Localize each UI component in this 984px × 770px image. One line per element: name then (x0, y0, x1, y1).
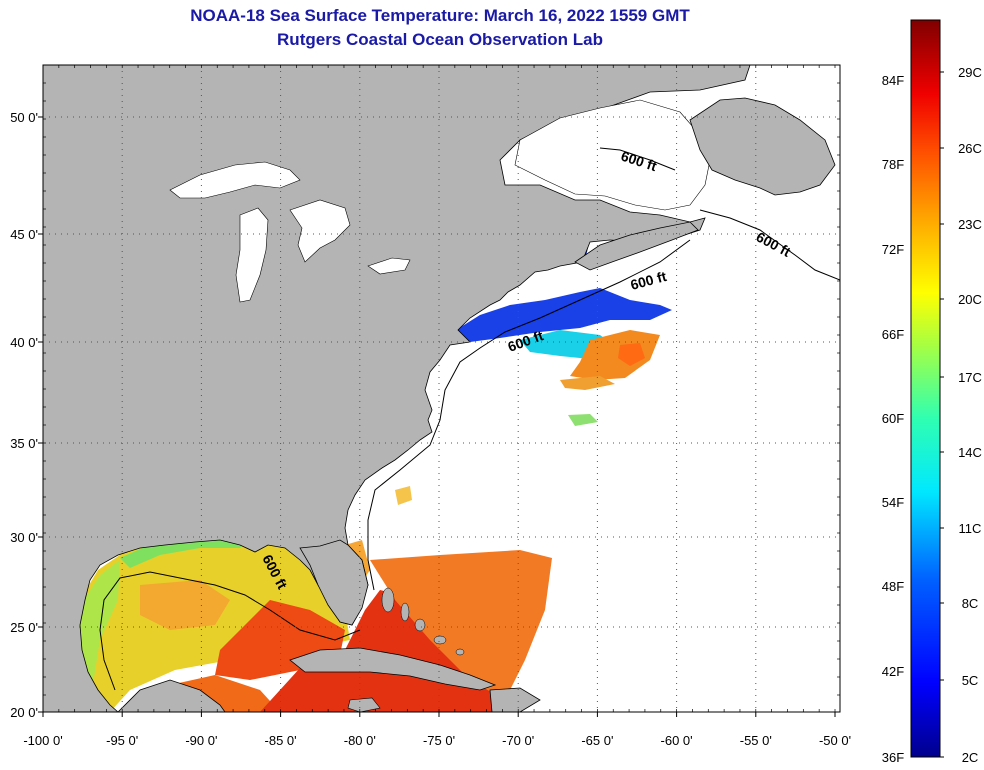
gulf-of-st-lawrence (514, 99, 711, 211)
lon-tick-label: -70 0' (502, 733, 534, 748)
land-yucatan (117, 679, 226, 712)
longitude-axis: -100 0' -95 0' -90 0' -85 0' -80 0' -75 0' -70… (23, 712, 851, 748)
colorbar-f-label: 84F (882, 73, 904, 88)
lon-tick-label: -75 0' (423, 733, 455, 748)
colorbar-f-label: 66F (882, 327, 904, 342)
colorbar-f-label: 60F (882, 411, 904, 426)
lat-tick-label: 40 0' (10, 335, 38, 350)
land-newfoundland (689, 97, 836, 196)
colorbar-f-label: 36F (882, 750, 904, 765)
lake-michigan (235, 207, 269, 303)
sst-offshore-warm-band (560, 376, 615, 390)
land-cuba (289, 647, 497, 691)
colorbar (910, 19, 941, 758)
colorbar-c-label: 20C (958, 292, 982, 307)
colorbar-f-label: 48F (882, 579, 904, 594)
sst-gulf-center (140, 580, 230, 630)
lon-tick-label: -50 0' (819, 733, 851, 748)
lon-tick-label: -85 0' (265, 733, 297, 748)
colorbar-f-label: 54F (882, 495, 904, 510)
colorbar-c-label: 14C (958, 445, 982, 460)
lon-tick-label: -100 0' (23, 733, 62, 748)
lake-ontario (367, 257, 411, 275)
lon-tick-label: -95 0' (106, 733, 138, 748)
colorbar-c-label: 23C (958, 217, 982, 232)
sst-offshore-green (568, 414, 598, 426)
sst-georgia-shelf (395, 486, 412, 505)
land-north-america (43, 65, 751, 712)
lon-tick-label: -55 0' (740, 733, 772, 748)
colorbar-c-label: 26C (958, 141, 982, 156)
graticule (42, 64, 840, 712)
sst-warm-ring (618, 343, 645, 366)
colorbar-c-label: 29C (958, 65, 982, 80)
land-jamaica (347, 697, 381, 712)
colorbar-c-label: 11C (959, 521, 982, 536)
sst-gulf-of-maine (456, 288, 672, 342)
colorbar-f-label: 72F (882, 242, 904, 257)
colorbar-c-label: 17C (958, 370, 982, 385)
lat-tick-label: 20 0' (10, 705, 38, 720)
isobath-600ft (99, 147, 840, 691)
lat-tick-label: 45 0' (10, 227, 38, 242)
sst-gulf-north-cool (120, 532, 250, 568)
sst-bahamas-atlantic (370, 550, 552, 700)
bahamas-islands (381, 587, 465, 656)
lon-tick-label: -65 0' (581, 733, 613, 748)
chart-title: NOAA-18 Sea Surface Temperature: March 1… (190, 6, 690, 25)
lon-tick-label: -80 0' (344, 733, 376, 748)
lon-tick-label: -90 0' (185, 733, 217, 748)
colorbar-c-label: 2C (962, 750, 979, 765)
land-hispaniola (489, 687, 541, 712)
lat-tick-label: 35 0' (10, 436, 38, 451)
colorbar-f-label: 78F (882, 157, 904, 172)
lake-huron (289, 199, 351, 263)
colorbar-c-label: 5C (962, 673, 979, 688)
latitude-axis: 20 0' 25 0' 30 0' 35 0' 40 0' 45 0' 50 0' (10, 110, 43, 720)
colorbar-c-label: 8C (962, 596, 979, 611)
lake-superior (169, 161, 301, 199)
lat-tick-label: 50 0' (10, 110, 38, 125)
chart-subtitle: Rutgers Coastal Ocean Observation Lab (277, 30, 603, 49)
colorbar-f-label: 42F (882, 664, 904, 679)
lat-tick-label: 25 0' (10, 620, 38, 635)
lat-tick-label: 30 0' (10, 530, 38, 545)
lon-tick-label: -60 0' (661, 733, 693, 748)
colorbar-fahrenheit-labels: 84F 78F 72F 66F 60F 54F 48F 42F 36F (882, 73, 904, 765)
land-florida (299, 539, 369, 626)
map-frame (42, 64, 841, 713)
colorbar-celsius-labels: 29C 26C 23C 20C 17C 14C 11C 8C 5C 2C (940, 65, 982, 765)
